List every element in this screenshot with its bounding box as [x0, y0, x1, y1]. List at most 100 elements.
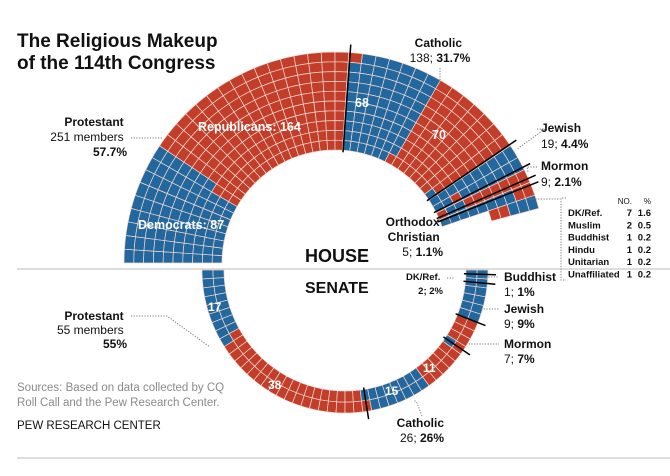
table-cell-name: DK/Ref. [568, 208, 602, 219]
religion-divider [433, 162, 531, 214]
house-seat [324, 100, 336, 112]
house-seat [143, 237, 156, 252]
house-seat [162, 251, 174, 264]
house-seat [133, 236, 146, 251]
table-cell-pct: 0.2 [638, 233, 651, 244]
house-seat [124, 235, 136, 251]
house-seat [487, 207, 502, 222]
senate-seat [335, 401, 346, 414]
house-jewish-label: Jewish 19; 4.4% [541, 121, 589, 151]
senate-seat [474, 286, 488, 298]
house-seat [322, 71, 336, 83]
religion-divider [436, 174, 536, 220]
senate-protestant-leader [131, 315, 211, 348]
senate-seat [344, 390, 354, 403]
senate-seat [212, 269, 225, 279]
religion-dividers [342, 44, 539, 420]
house-mormon-leader [526, 166, 537, 173]
senate-seats [201, 269, 489, 414]
house-seats [123, 51, 540, 264]
house-seat [211, 254, 223, 264]
religion-divider [342, 44, 352, 153]
house-seat [308, 61, 323, 74]
house-seat [326, 139, 336, 151]
house-seat [334, 110, 346, 122]
house-seat [334, 90, 347, 102]
table-cell-no: 2 [627, 220, 632, 231]
table-cell-no: 1 [627, 270, 633, 281]
house-other-table: NO. % DK/Ref. 7 1.6 Muslim 2 0.5 Buddhist 1 0.2 H… [530, 197, 652, 281]
house-seat [334, 71, 348, 83]
table-header-no: NO. [618, 197, 632, 206]
senate-buddhist-label: Buddhist 1; 1% [504, 270, 559, 299]
table-cell-no: 1 [627, 245, 633, 256]
house-seat [192, 244, 204, 255]
house-seat [321, 61, 336, 73]
religion-divider [426, 139, 517, 202]
senate-seat [328, 389, 338, 403]
democrats-label: Democrats: 87 [138, 218, 224, 232]
source-note: Sources: Based on data collected by CQ R… [17, 382, 227, 409]
house-seat [317, 130, 328, 142]
table-cell-name: Hindu [568, 245, 595, 256]
table-cell-no: 1 [627, 233, 633, 244]
senate-catholic-dem-label: 15 [385, 384, 399, 398]
senate-dkref-label: DK/Ref. 2; 2% [406, 272, 443, 297]
table-cell-name: Unaffiliated [568, 270, 620, 281]
house-seat [202, 253, 213, 264]
senate-protestant-rep-label: 38 [268, 378, 282, 392]
house-seat [163, 240, 175, 253]
house-seat [313, 100, 326, 113]
house-seat [133, 249, 145, 264]
house-catholic-label: Catholic 138; 31.7% [410, 36, 471, 65]
house-other-bracket [560, 197, 566, 281]
house-orthodox-label: Orthodox Christian 5; 1.1% [386, 215, 444, 259]
senate-catholic-leader [413, 399, 423, 417]
senate-seat [344, 401, 355, 414]
house-seat [312, 91, 325, 103]
table-cell-pct: 1.6 [638, 208, 651, 219]
house-seat [307, 52, 323, 64]
house-seat [314, 110, 327, 123]
chart-title: The Religious Makeup of the 114th Congre… [17, 31, 223, 74]
senate-protestant-label: Protestant 55 members 55% [57, 309, 127, 351]
senate-heading: SENATE [305, 280, 369, 297]
table-cell-pct: 0.2 [638, 257, 651, 268]
house-seat [334, 61, 349, 73]
house-seat [334, 81, 348, 92]
house-seat [172, 241, 185, 254]
house-seat [323, 90, 336, 102]
senate-protestant-dem-label: 17 [208, 300, 222, 314]
table-cell-no: 7 [627, 208, 632, 219]
religion-divider [455, 313, 486, 327]
house-seat [334, 130, 345, 141]
house-seat [153, 250, 164, 264]
house-seat [316, 120, 327, 132]
house-seat [182, 242, 195, 255]
house-seat [325, 120, 336, 132]
house-seat [324, 110, 336, 122]
house-seat [310, 81, 325, 94]
house-catholic-rep-label: 70 [432, 128, 446, 142]
house-seat [322, 81, 336, 92]
house-seat [334, 100, 346, 112]
house-seat [334, 51, 350, 63]
credit: PEW RESEARCH CENTER [17, 420, 161, 432]
table-cell-name: Muslim [568, 220, 601, 231]
senate-seat [201, 269, 214, 280]
house-seat [304, 111, 317, 124]
house-seat [438, 215, 452, 228]
senate-jewish-label: Jewish 9; 9% [504, 302, 547, 331]
table-cell-pct: 0.2 [638, 245, 651, 256]
religion-divider [463, 272, 496, 276]
house-seat [192, 253, 204, 264]
house-seat [318, 140, 328, 152]
house-seat [123, 248, 135, 264]
religion-divider [443, 336, 471, 356]
house-seat [143, 250, 155, 264]
senate-catholic-rep-label: 11 [423, 361, 436, 375]
religion-divider [463, 280, 496, 285]
table-cell-pct: 0.5 [638, 220, 652, 231]
senate-mormon-label: Mormon 7; 7% [504, 337, 555, 366]
